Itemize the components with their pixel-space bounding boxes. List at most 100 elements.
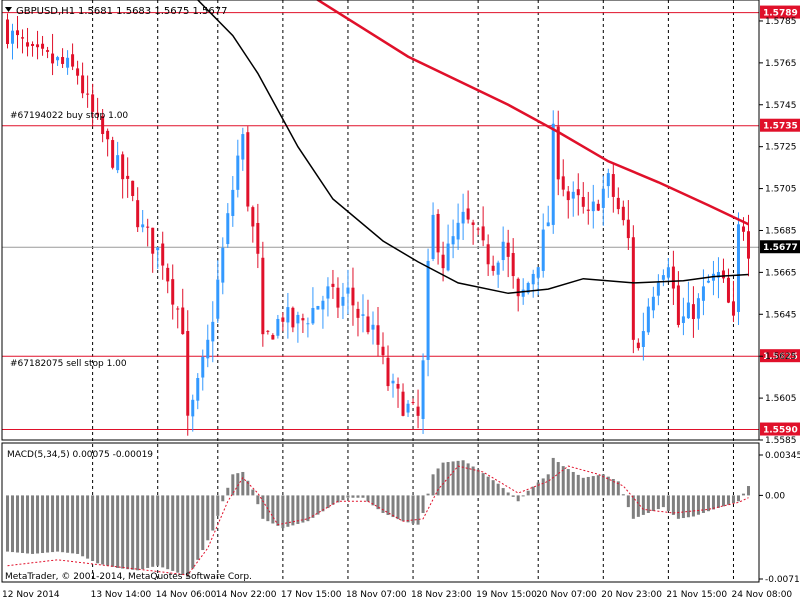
macd-histogram-bar bbox=[571, 471, 575, 496]
macd-histogram-bar bbox=[376, 495, 380, 510]
y-tick-label: 1.5745 bbox=[765, 101, 797, 111]
bull-candle bbox=[361, 314, 365, 316]
y-tick-label: 1.5665 bbox=[765, 268, 797, 278]
bull-candle bbox=[536, 267, 540, 278]
macd-histogram-bar bbox=[291, 495, 295, 526]
bull-candle bbox=[341, 296, 345, 306]
macd-histogram-bar bbox=[731, 495, 735, 504]
bear-candle bbox=[631, 237, 635, 340]
macd-histogram-bar bbox=[131, 495, 135, 570]
macd-histogram-bar bbox=[231, 474, 235, 496]
bear-candle bbox=[676, 285, 680, 325]
axis-layer: 12 Nov 2014 13 Nov 14:00 14 Nov 06:00 14 No… bbox=[2, 17, 800, 600]
bull-candle bbox=[446, 243, 450, 271]
current-price-tag bbox=[760, 240, 800, 254]
macd-histogram-bar bbox=[421, 495, 425, 513]
bull-candle bbox=[591, 201, 595, 212]
macd-histogram-bar bbox=[176, 495, 180, 573]
macd-histogram-bar bbox=[541, 478, 545, 496]
macd-histogram-bar bbox=[41, 495, 45, 554]
macd-histogram-bar bbox=[336, 495, 340, 503]
bull-candle bbox=[296, 314, 300, 324]
bear-candle bbox=[106, 130, 110, 140]
bull-candle bbox=[601, 188, 605, 208]
macd-histogram-bar bbox=[166, 495, 170, 570]
bull-candle bbox=[681, 316, 685, 323]
x-tick-label: 19 Nov 15:00 bbox=[476, 590, 537, 600]
bull-candle bbox=[706, 280, 710, 283]
y-tick-label: 1.5685 bbox=[765, 226, 797, 236]
macd-histogram-bar bbox=[326, 495, 330, 509]
bull-candle bbox=[426, 260, 430, 360]
macd-histogram-bar bbox=[411, 495, 415, 524]
macd-histogram-bar bbox=[441, 462, 445, 496]
dropdown-triangle-icon[interactable] bbox=[5, 7, 12, 12]
macd-histogram-bar bbox=[551, 457, 555, 496]
macd-histogram-bar bbox=[436, 468, 440, 496]
bear-candle bbox=[101, 115, 105, 135]
y-tick-label: 1.5605 bbox=[765, 394, 797, 404]
bull-candle bbox=[651, 296, 655, 311]
bull-candle bbox=[456, 222, 460, 240]
bull-candle bbox=[666, 267, 670, 278]
bear-candle bbox=[411, 402, 415, 404]
macd-histogram-bar bbox=[456, 460, 460, 496]
bull-candle bbox=[531, 273, 535, 285]
bear-candle bbox=[611, 174, 615, 197]
bear-candle bbox=[96, 112, 100, 115]
macd-histogram-bar bbox=[86, 495, 90, 559]
macd-pane-border bbox=[1, 442, 760, 583]
macd-histogram-bar bbox=[246, 480, 250, 496]
bear-candle bbox=[6, 19, 10, 44]
x-tick-label: 12 Nov 2014 bbox=[2, 590, 60, 600]
bear-candle bbox=[146, 226, 150, 228]
x-tick-label: 13 Nov 14:00 bbox=[91, 590, 152, 600]
macd-histogram-bar bbox=[46, 495, 50, 553]
bear-candle bbox=[246, 132, 250, 207]
macd-histogram-bar bbox=[356, 495, 360, 498]
macd-histogram-bar bbox=[281, 495, 285, 529]
level-price-label: 1.5789 bbox=[763, 9, 798, 19]
macd-histogram-bar bbox=[661, 495, 665, 508]
bear-candle bbox=[266, 330, 270, 332]
macd-histogram-bar bbox=[196, 495, 200, 560]
bear-candle bbox=[401, 391, 405, 416]
bear-candle bbox=[21, 37, 25, 39]
macd-histogram-bar bbox=[631, 495, 635, 519]
bull-candle bbox=[191, 399, 195, 417]
macd-histogram-bar bbox=[371, 495, 375, 506]
bull-candle bbox=[546, 222, 550, 227]
macd-tick-label: 0.00 bbox=[765, 491, 785, 501]
bear-candle bbox=[366, 316, 370, 333]
macd-histogram-bar bbox=[6, 495, 10, 552]
macd-histogram-bar bbox=[516, 495, 520, 502]
macd-histogram-bar bbox=[111, 495, 115, 567]
macd-layer bbox=[6, 457, 750, 578]
macd-tick-label: -0.00714 bbox=[765, 575, 800, 585]
bear-candle bbox=[301, 318, 305, 321]
bull-candle bbox=[346, 287, 350, 294]
macd-histogram-bar bbox=[56, 495, 60, 552]
bull-candle bbox=[521, 289, 525, 297]
level-price-label: 1.5735 bbox=[763, 122, 798, 132]
bear-candle bbox=[561, 176, 565, 190]
macd-histogram-bar bbox=[311, 495, 315, 518]
bear-candle bbox=[691, 304, 695, 320]
macd-histogram-bar bbox=[546, 474, 550, 496]
macd-histogram-bar bbox=[106, 495, 110, 566]
macd-histogram-bar bbox=[306, 495, 310, 522]
macd-histogram-bar bbox=[116, 495, 120, 568]
macd-histogram-bar bbox=[406, 495, 410, 523]
bull-candle bbox=[216, 279, 220, 319]
level-price-label: 1.5590 bbox=[763, 426, 798, 436]
macd-histogram-bar bbox=[66, 495, 70, 553]
macd-histogram-bar bbox=[721, 495, 725, 507]
bear-candle bbox=[481, 226, 485, 241]
bear-candle bbox=[671, 266, 675, 289]
bull-candle bbox=[701, 286, 705, 301]
bull-candle bbox=[201, 356, 205, 378]
macd-histogram-bar bbox=[501, 488, 505, 496]
macd-histogram-bar bbox=[691, 495, 695, 517]
